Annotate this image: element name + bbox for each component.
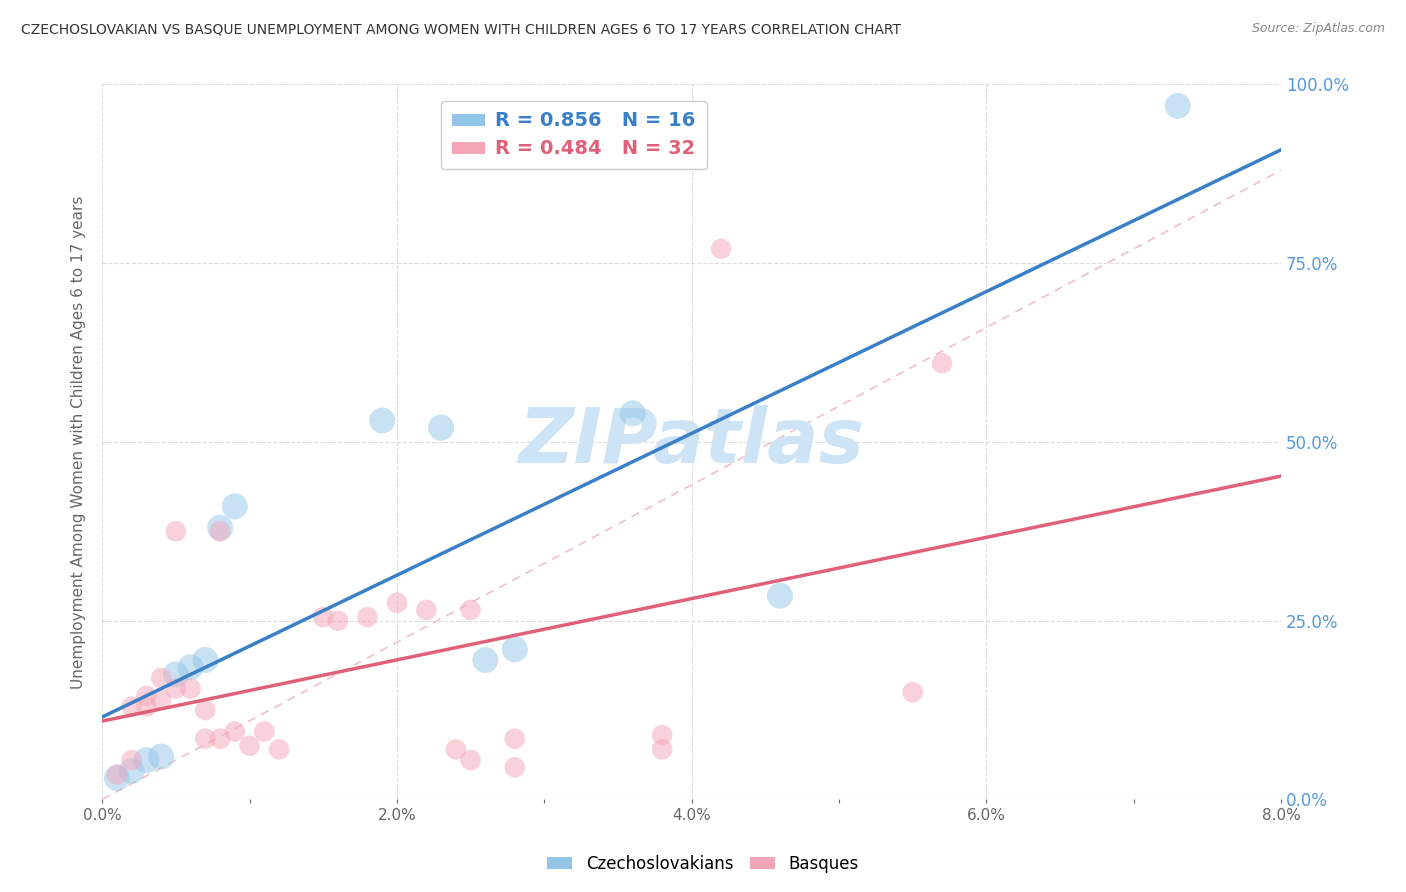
Point	[105, 767, 128, 781]
Point	[503, 760, 526, 774]
Y-axis label: Unemployment Among Women with Children Ages 6 to 17 years: Unemployment Among Women with Children A…	[72, 195, 86, 689]
Point	[150, 692, 173, 706]
Point	[621, 406, 644, 420]
Point	[238, 739, 260, 753]
Point	[356, 610, 378, 624]
Point	[180, 660, 202, 674]
Point	[165, 667, 187, 681]
Point	[503, 642, 526, 657]
Point	[460, 603, 482, 617]
Point	[165, 524, 187, 539]
Point	[769, 589, 792, 603]
Point	[224, 724, 246, 739]
Point	[710, 242, 733, 256]
Point	[105, 771, 128, 785]
Point	[415, 603, 437, 617]
Point	[209, 731, 232, 746]
Point	[165, 681, 187, 696]
Point	[312, 610, 335, 624]
Point	[194, 703, 217, 717]
Point	[931, 356, 953, 370]
Point	[651, 728, 673, 742]
Point	[901, 685, 924, 699]
Point	[209, 524, 232, 539]
Point	[194, 653, 217, 667]
Point	[460, 753, 482, 767]
Point	[444, 742, 467, 756]
Point	[267, 742, 290, 756]
Point	[385, 596, 408, 610]
Point	[135, 753, 157, 767]
Point	[224, 500, 246, 514]
Point	[180, 681, 202, 696]
Point	[326, 614, 349, 628]
Point	[503, 731, 526, 746]
Text: Source: ZipAtlas.com: Source: ZipAtlas.com	[1251, 22, 1385, 36]
Point	[121, 699, 143, 714]
Legend: Czechoslovakians, Basques: Czechoslovakians, Basques	[541, 848, 865, 880]
Point	[651, 742, 673, 756]
Point	[150, 671, 173, 685]
Point	[194, 731, 217, 746]
Point	[209, 521, 232, 535]
Point	[121, 764, 143, 778]
Point	[121, 753, 143, 767]
Text: ZIPatlas: ZIPatlas	[519, 405, 865, 479]
Point	[150, 749, 173, 764]
Text: CZECHOSLOVAKIAN VS BASQUE UNEMPLOYMENT AMONG WOMEN WITH CHILDREN AGES 6 TO 17 YE: CZECHOSLOVAKIAN VS BASQUE UNEMPLOYMENT A…	[21, 22, 901, 37]
Point	[430, 420, 453, 434]
Point	[474, 653, 496, 667]
Legend: R = 0.856   N = 16, R = 0.484   N = 32: R = 0.856 N = 16, R = 0.484 N = 32	[441, 101, 707, 169]
Point	[135, 689, 157, 703]
Point	[135, 699, 157, 714]
Point	[1167, 99, 1189, 113]
Point	[371, 413, 394, 427]
Point	[253, 724, 276, 739]
